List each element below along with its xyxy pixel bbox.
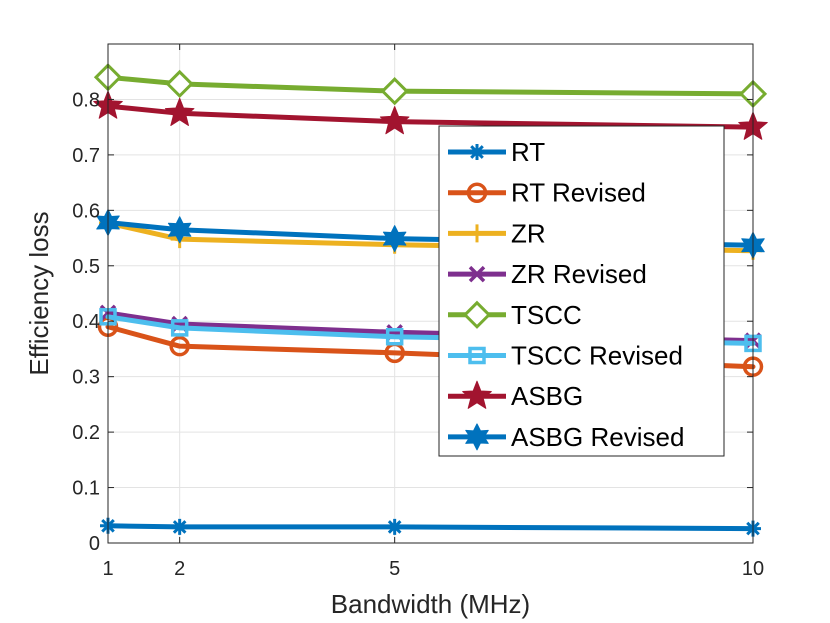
legend-label: ZR Revised: [511, 259, 647, 289]
legend-marker: [462, 300, 492, 329]
legend-label: RT Revised: [511, 178, 646, 208]
series-line: [105, 103, 756, 130]
data-point: [380, 77, 409, 106]
legend-item: TSCC: [448, 300, 582, 330]
y-tick-label: 0.8: [72, 89, 100, 111]
legend-marker: [462, 380, 492, 409]
legend-label: ASBG: [511, 381, 583, 411]
legend-box: [438, 125, 725, 457]
data-point: [170, 319, 189, 337]
data-point: [171, 518, 188, 535]
y-tick-label: 0.3: [72, 367, 100, 389]
legend-label: TSCC Revised: [511, 341, 683, 371]
y-tick-label: 0.5: [72, 256, 100, 278]
legend-label: ASBG Revised: [511, 422, 684, 452]
data-point: [167, 216, 192, 244]
legend-marker: [468, 224, 486, 243]
axis-ticks: 0 0.1 0.2 0.3 0.4 0.5 0.6 0.7 0.8 1 2 5 10: [72, 44, 764, 580]
legend-marker: [468, 265, 486, 283]
legend-label: RT: [511, 137, 545, 167]
y-tick-label: 0: [89, 533, 100, 555]
legend-marker: [468, 346, 486, 365]
legend-item: TSCC Revised: [448, 341, 683, 371]
legend-marker: [466, 182, 488, 203]
legend-item: RT Revised: [448, 178, 646, 208]
y-tick-label: 0.7: [72, 145, 100, 167]
legend-item: ZR Revised: [448, 259, 647, 289]
x-tick-label: 5: [389, 558, 400, 580]
legend-marker: [469, 144, 485, 160]
legend-item: ZR: [448, 218, 546, 248]
data-point: [385, 327, 404, 346]
data-point: [164, 97, 195, 126]
data-point: [386, 518, 403, 535]
series-line: [105, 523, 756, 532]
y-axis-label: Efficiency loss: [24, 211, 54, 375]
y-tick-label: 0.6: [72, 200, 100, 222]
y-tick-label: 0.4: [72, 311, 100, 333]
data-point: [379, 106, 410, 135]
y-tick-label: 0.2: [72, 422, 100, 444]
plot-frame: [107, 43, 754, 544]
legend-label: TSCC: [511, 300, 582, 330]
legend-marker: [465, 423, 489, 451]
legend-item: ASBG Revised: [448, 422, 684, 452]
x-tick-label: 10: [742, 558, 764, 580]
y-tick-label: 0.1: [72, 478, 100, 500]
series-line: [105, 74, 756, 97]
legend-item: RT: [448, 137, 545, 167]
data-point: [382, 225, 407, 253]
legend-item: ASBG: [448, 380, 583, 411]
x-tick-label: 1: [102, 558, 113, 580]
x-tick-label: 2: [174, 558, 185, 580]
data-point: [165, 69, 194, 99]
x-axis-label: Bandwidth (MHz): [331, 589, 530, 619]
legend-label: ZR: [511, 218, 546, 248]
legend: RT RT Revised ZR ZR Revised TSCC TSCC Revised…: [438, 125, 725, 457]
data-point: [169, 335, 190, 357]
